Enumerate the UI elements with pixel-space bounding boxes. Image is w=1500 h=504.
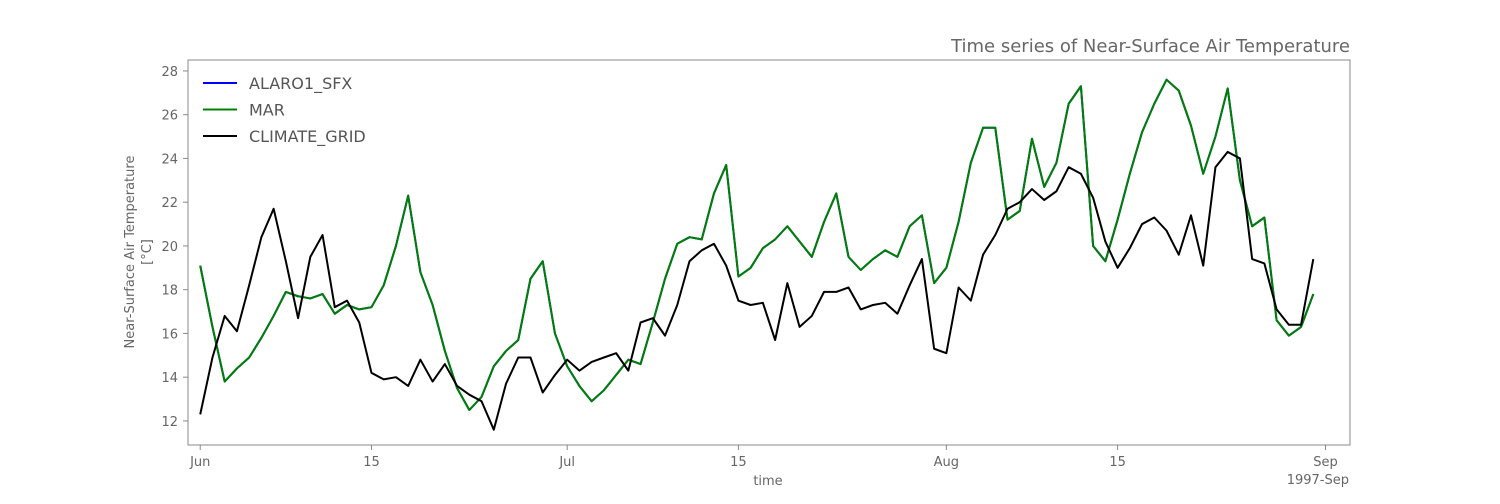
y-tick-label: 28 [161,65,178,80]
x-tick-label: 15 [363,455,380,470]
legend-label: CLIMATE_GRID [249,127,366,147]
x-tick-label: Jul [558,455,575,470]
x-axis: Jun 15 Jul 15 Aug 15 Sep [189,445,1338,470]
series-line-alaro1-sfx [199,78,1315,411]
y-tick-label: 14 [161,371,178,386]
x-tick-label: Sep [1313,455,1338,470]
legend: ALARO1_SFX MAR CLIMATE_GRID [203,74,366,147]
y-axis-unit-label: [°C] [140,239,155,265]
x-tick-label: Aug [934,455,959,470]
series-line-climate-grid [199,150,1315,431]
y-tick-label: 20 [161,240,178,255]
plot-frame [187,59,1351,446]
plot-lines [199,78,1315,431]
x-axis-label: time [753,474,782,489]
x-tick-label: 15 [730,455,747,470]
x-axis-offset-label: 1997-Sep [1287,473,1349,488]
legend-label: MAR [249,101,285,120]
chart-title: Time series of Near-Surface Air Temperat… [950,36,1350,57]
y-tick-label: 24 [161,152,178,167]
series-line-mar [199,78,1315,411]
y-axis-label: Near-Surface Air Temperature [123,156,138,349]
y-tick-label: 12 [161,415,178,430]
y-tick-label: 18 [161,284,178,299]
y-tick-label: 16 [161,327,178,342]
x-tick-label: 15 [1109,455,1126,470]
y-axis-label-group: Near-Surface Air Temperature [°C] [123,156,155,349]
y-axis: 12 14 16 18 20 22 24 26 28 [161,65,188,430]
y-tick-label: 26 [161,109,178,124]
y-tick-label: 22 [161,196,178,211]
legend-label: ALARO1_SFX [249,74,352,94]
x-tick-label: Jun [189,455,210,470]
